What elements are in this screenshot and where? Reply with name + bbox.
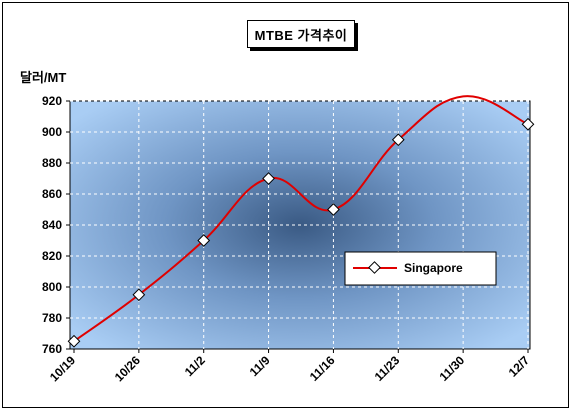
- data-point-marker: [521, 117, 535, 131]
- chart-title: MTBE 가격추이: [247, 20, 355, 48]
- data-point-marker: [327, 203, 340, 216]
- y-tick-label: 800: [42, 280, 62, 294]
- y-tick-label: 880: [42, 156, 62, 170]
- x-tick-label: 12/7: [506, 353, 533, 380]
- y-tick-label: 860: [42, 187, 62, 201]
- legend-label-singapore: Singapore: [404, 261, 463, 275]
- x-tick-label: 11/16: [307, 353, 338, 384]
- y-tick-label: 760: [42, 342, 62, 356]
- data-point-marker: [391, 133, 405, 147]
- y-tick-label: 840: [42, 218, 62, 232]
- legend-swatch-marker: [368, 261, 381, 274]
- x-tick-label: 10/26: [112, 353, 143, 384]
- data-point-marker: [197, 234, 211, 247]
- data-point-marker: [67, 334, 81, 348]
- y-tick-label: 920: [42, 94, 62, 108]
- x-tick-label: 11/30: [437, 353, 468, 384]
- series-line-singapore: [73, 95, 529, 343]
- x-tick-label: 11/2: [182, 353, 208, 379]
- y-tick-label: 780: [42, 311, 62, 325]
- x-tick-label: 10/19: [47, 353, 78, 384]
- y-tick-label: 900: [42, 125, 62, 139]
- data-point-marker: [132, 288, 146, 302]
- legend: Singapore: [344, 251, 497, 286]
- x-tick-label: 11/9: [247, 353, 273, 379]
- x-tick-label: 11/23: [372, 353, 403, 384]
- data-point-marker: [262, 172, 275, 185]
- y-axis-unit-label: 달러/MT: [20, 70, 67, 85]
- y-tick-label: 820: [42, 249, 62, 263]
